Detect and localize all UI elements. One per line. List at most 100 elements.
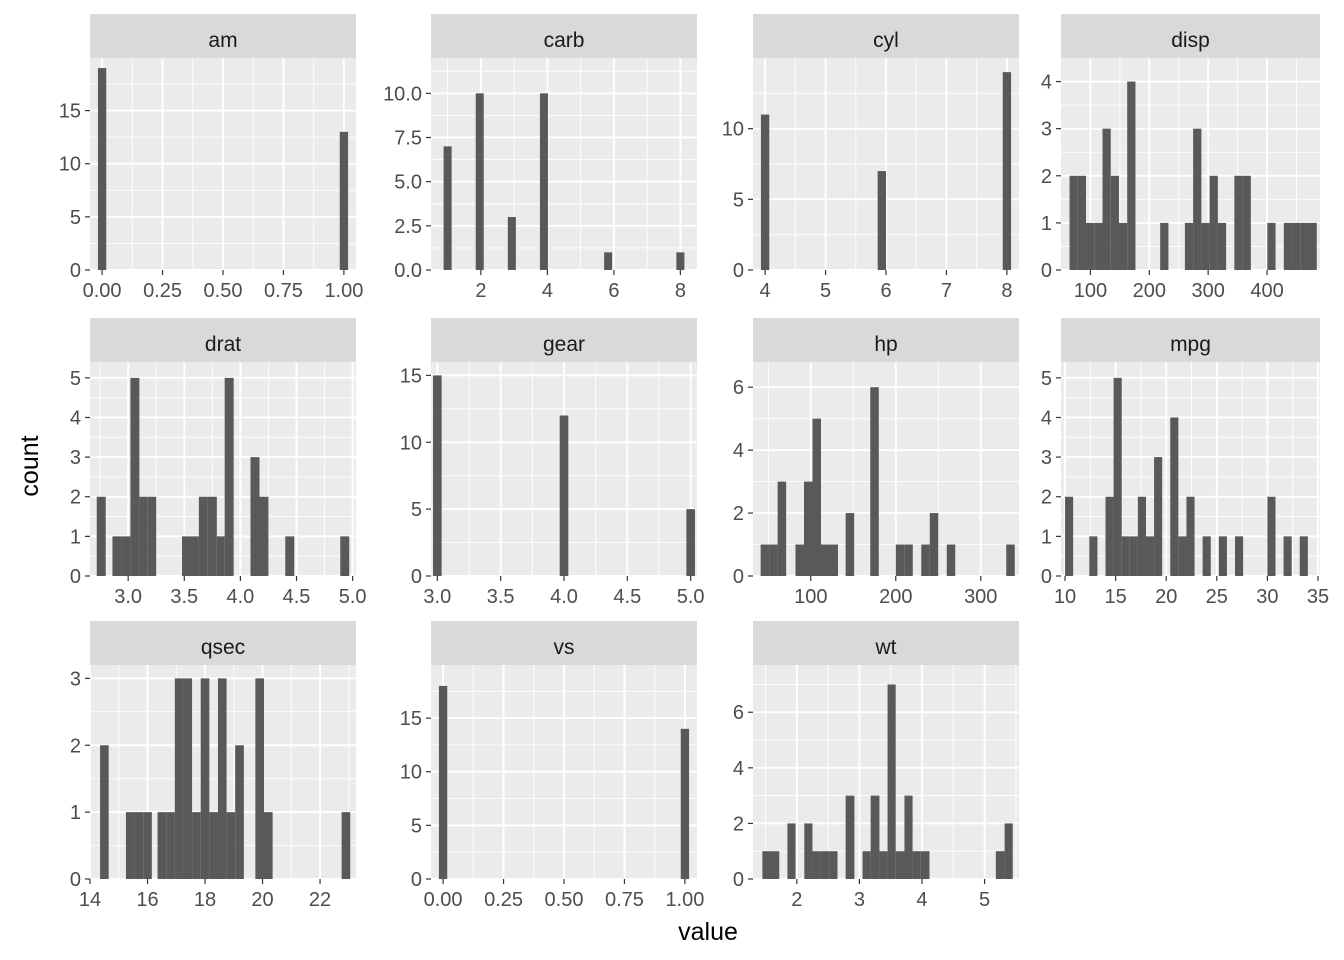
histogram-bar [676, 252, 685, 270]
y-tick-label: 3 [70, 447, 81, 469]
histogram-bar [200, 678, 210, 879]
strip-label-disp: disp [1171, 29, 1210, 52]
histogram-bar [339, 131, 349, 270]
x-tick-label: 0.00 [83, 280, 122, 302]
histogram-bar [1217, 222, 1227, 270]
histogram-bar [139, 496, 148, 576]
x-tick-label: 3.0 [423, 586, 451, 608]
strip-vs [431, 621, 697, 665]
y-tick-label: 0 [733, 869, 744, 891]
x-tick-label: 300 [964, 586, 997, 608]
y-tick-label: 0 [1041, 260, 1052, 282]
histogram-bar [895, 851, 905, 879]
y-tick-label: 0 [70, 869, 81, 891]
histogram-bar [1283, 536, 1292, 576]
y-tick-label: 4 [733, 758, 744, 780]
histogram-bar [920, 851, 930, 879]
histogram-bar [760, 114, 770, 271]
histogram-bar [921, 544, 930, 576]
x-tick-label: 10 [1054, 586, 1076, 608]
histogram-bar [216, 536, 225, 576]
y-tick-label: 15 [59, 101, 81, 123]
histogram-bar [845, 795, 855, 879]
histogram-bar [1137, 496, 1146, 576]
y-tick-label: 10 [400, 762, 422, 784]
x-tick-label: 5 [820, 280, 831, 302]
x-tick-label: 25 [1206, 586, 1228, 608]
y-tick-label: 4 [70, 407, 81, 429]
x-tick-label: 6 [880, 280, 891, 302]
histogram-bar [1218, 536, 1227, 576]
histogram-bar [1002, 72, 1012, 270]
x-tick-label: 5.0 [677, 586, 705, 608]
y-tick-label: 2 [733, 813, 744, 835]
histogram-bar [147, 496, 157, 576]
histogram-bar [1127, 81, 1136, 270]
strip-label-am: am [208, 29, 237, 52]
y-tick-label: 4 [1041, 407, 1052, 429]
y-tick-label: 2 [70, 735, 81, 757]
x-tick-label: 8 [1001, 280, 1012, 302]
histogram-bar [340, 536, 350, 576]
histogram-bar [995, 851, 1005, 879]
y-tick-label: 5 [1041, 368, 1052, 390]
histogram-bar [1089, 536, 1098, 576]
histogram-bar [235, 745, 244, 879]
x-tick-label: 4.0 [226, 586, 254, 608]
x-tick-label: 3.5 [487, 586, 515, 608]
strip-label-vs: vs [554, 636, 575, 659]
histogram-bar [1178, 536, 1187, 576]
x-tick-label: 8 [675, 280, 686, 302]
strip-label-drat: drat [205, 333, 241, 356]
histogram-bar [166, 812, 175, 879]
histogram-bar [443, 146, 452, 270]
strip-label-carb: carb [544, 29, 585, 52]
x-tick-label: 1.00 [665, 889, 704, 911]
histogram-bar [143, 812, 152, 879]
histogram-bar [1186, 496, 1195, 576]
panel-background [431, 58, 697, 270]
x-tick-label: 6 [608, 280, 619, 302]
histogram-bar [1170, 417, 1179, 576]
y-tick-label: 7.5 [394, 128, 422, 150]
y-tick-label: 0 [733, 260, 744, 282]
x-tick-label: 4.0 [550, 586, 578, 608]
histogram-bar [125, 812, 135, 879]
x-tick-label: 30 [1256, 586, 1278, 608]
y-tick-label: 1 [70, 526, 81, 548]
x-tick-label: 4.5 [613, 586, 641, 608]
histogram-bar [559, 415, 569, 576]
y-tick-label: 2 [733, 503, 744, 525]
histogram-bar [1110, 175, 1119, 270]
histogram-bar [1234, 175, 1243, 270]
panel-vs: vs 0.00 0.25 0.50 0.75 1.00 0 5 10 15 [400, 621, 704, 911]
histogram-bar [870, 795, 880, 879]
histogram-bar [777, 481, 787, 576]
x-tick-label: 4 [542, 280, 553, 302]
y-tick-label: 0.0 [394, 260, 422, 282]
y-tick-label: 5 [70, 207, 81, 229]
histogram-bar [1209, 175, 1218, 270]
histogram-bar [192, 812, 201, 879]
histogram-bar [1154, 457, 1163, 576]
histogram-bar [1201, 222, 1210, 270]
strip-label-mpg: mpg [1170, 333, 1211, 356]
strip-carb [431, 14, 697, 58]
panel-background [753, 362, 1019, 576]
y-axis-title: count [16, 435, 44, 496]
y-tick-label: 0 [411, 566, 422, 588]
x-tick-label: 0.50 [204, 280, 243, 302]
histogram-bar [904, 795, 913, 879]
strip-wt [753, 621, 1019, 665]
y-tick-label: 5 [411, 499, 422, 521]
x-tick-label: 3.0 [114, 586, 142, 608]
histogram-bar [1069, 175, 1078, 270]
histogram-bar [1006, 544, 1015, 576]
histogram-bar [770, 851, 780, 879]
histogram-bar [174, 678, 184, 879]
strip-gear [431, 318, 697, 362]
histogram-bar [1086, 222, 1095, 270]
x-tick-label: 20 [1155, 586, 1177, 608]
histogram-bar [1105, 496, 1114, 576]
